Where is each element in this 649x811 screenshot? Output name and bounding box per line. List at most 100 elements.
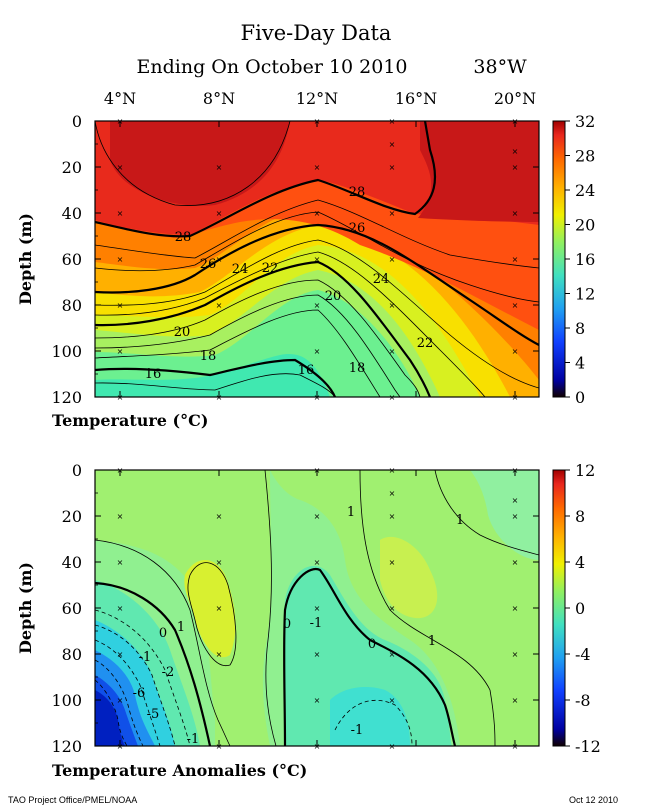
sample-marker: × — [314, 163, 321, 172]
anomaly-contour-label-0a: 0 — [283, 617, 291, 632]
colorbar-tick-label: 32 — [575, 112, 595, 131]
anomaly-contour-label-m2: -2 — [162, 665, 175, 680]
colorbar-tick-label: 16 — [575, 250, 595, 269]
sample-marker: × — [512, 347, 519, 356]
temperature-contour-labels: 28 26 24 22 20 18 16 28 26 24 22 20 18 1… — [145, 185, 434, 382]
sample-marker: × — [117, 604, 124, 613]
y-tick-label: 0 — [72, 461, 82, 480]
contour-label-18a: 18 — [200, 349, 217, 364]
sample-marker: × — [314, 209, 321, 218]
sample-marker: × — [512, 696, 519, 705]
anomaly-contour-label-1a: 1 — [347, 505, 355, 520]
sample-marker: × — [314, 512, 321, 521]
anomaly-contour-label-m1d: -1 — [187, 732, 200, 747]
contour-label-18b: 18 — [349, 361, 366, 376]
contour-label-16b: 16 — [298, 363, 315, 378]
sample-marker: × — [216, 301, 223, 310]
footer-credit: TAO Project Office/PMEL/NOAA — [8, 795, 137, 805]
sample-marker: × — [389, 347, 396, 356]
sample-marker: × — [216, 255, 223, 264]
sample-marker: × — [389, 301, 396, 310]
sample-marker: × — [117, 255, 124, 264]
sample-marker: × — [512, 496, 519, 505]
contour-label-16a: 16 — [145, 367, 162, 382]
temperature-colorbar-ticks: 32 28 24 20 16 12 8 4 0 — [565, 112, 595, 407]
sample-marker: × — [389, 650, 396, 659]
contour-label-26a: 26 — [200, 257, 217, 272]
sample-marker: × — [512, 209, 519, 218]
anomaly-contour-label-m1b: -1 — [351, 723, 364, 738]
sample-marker: × — [216, 163, 223, 172]
anomaly-contour-labels: 1 1 0 -1 1 0 1 0 -1 -1 -2 -5 -6 -1 — [133, 505, 464, 747]
sample-marker: × — [389, 489, 396, 498]
contour-label-26b: 26 — [349, 221, 366, 236]
x-tick-12n: 12°N — [296, 89, 338, 108]
y-tick-label: 20 — [62, 507, 82, 526]
colorbar-tick-label: 0 — [575, 388, 585, 407]
anomaly-contour-label-0c: 0 — [368, 637, 376, 652]
temperature-contours — [95, 121, 539, 397]
sample-marker: × — [389, 558, 396, 567]
anomaly-contour-label-m6: -6 — [133, 686, 146, 701]
sample-marker: × — [314, 696, 321, 705]
sample-marker: × — [216, 209, 223, 218]
sample-marker: × — [216, 558, 223, 567]
y-tick-label: 100 — [51, 691, 82, 710]
x-tick-16n: 16°N — [395, 89, 437, 108]
anomaly-contour-label-0b: 0 — [159, 626, 167, 641]
x-tick-4n: 4°N — [104, 89, 136, 108]
chart-title: Five-Day Data — [241, 21, 392, 45]
sample-marker: × — [389, 696, 396, 705]
colorbar-tick-label: 8 — [575, 507, 585, 526]
sample-marker: × — [512, 650, 519, 659]
sample-marker: × — [117, 163, 124, 172]
anomaly-x-ticks — [119, 470, 516, 746]
anomaly-colorbar — [552, 469, 566, 747]
sample-marker: × — [389, 255, 396, 264]
x-tick-20n: 20°N — [494, 89, 536, 108]
contour-label-24b: 24 — [373, 272, 390, 287]
contour-label-20a: 20 — [174, 325, 191, 340]
anomaly-colorbar-ticks: 12 8 4 0 -4 -8 -12 — [565, 461, 601, 756]
colorbar-tick-label: 4 — [575, 553, 585, 572]
sample-marker: × — [389, 163, 396, 172]
colorbar-tick-label: -12 — [575, 737, 601, 756]
colorbar-tick-label: 4 — [575, 354, 585, 373]
anomaly-y-axis-label: Depth (m) — [16, 562, 35, 654]
y-tick-label: 80 — [62, 296, 82, 315]
y-tick-label: 80 — [62, 645, 82, 664]
sample-marker: × — [314, 558, 321, 567]
sample-marker: × — [216, 650, 223, 659]
sample-marker: × — [512, 147, 519, 156]
anomaly-contours — [95, 470, 539, 746]
colorbar-tick-label: -4 — [575, 645, 591, 664]
colorbar-tick-label: 28 — [575, 147, 595, 166]
contour-label-28b: 28 — [349, 185, 366, 200]
anomaly-contour-label-m1c: -1 — [139, 650, 152, 665]
contour-label-24a: 24 — [232, 262, 249, 277]
sample-marker: × — [512, 558, 519, 567]
contour-label-28a: 28 — [175, 230, 192, 245]
chart-subtitle-lon: 38°W — [473, 56, 527, 78]
y-tick-label: 120 — [51, 737, 82, 756]
y-tick-label: 100 — [51, 342, 82, 361]
temperature-panel: 28 26 24 22 20 18 16 28 26 24 22 20 18 1… — [16, 112, 595, 430]
sample-marker: × — [389, 512, 396, 521]
sample-marker: × — [512, 163, 519, 172]
y-tick-label: 60 — [62, 599, 82, 618]
colorbar-tick-label: 0 — [575, 599, 585, 618]
contour-label-22b: 22 — [417, 336, 434, 351]
anomaly-contour-label-1d: 1 — [428, 634, 436, 649]
sample-marker: × — [314, 255, 321, 264]
footer-date: Oct 12 2010 — [569, 795, 618, 805]
sample-marker: × — [314, 301, 321, 310]
sample-marker: × — [117, 209, 124, 218]
colorbar-tick-label: 24 — [575, 181, 595, 200]
y-tick-label: 60 — [62, 250, 82, 269]
temperature-fill — [95, 121, 539, 397]
anomaly-caption: Temperature Anomalies (°C) — [52, 761, 307, 780]
y-tick-label: 120 — [51, 388, 82, 407]
x-tick-8n: 8°N — [203, 89, 235, 108]
